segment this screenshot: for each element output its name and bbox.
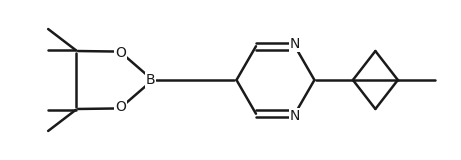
Text: N: N [290,109,300,123]
Text: B: B [146,73,155,87]
Text: N: N [290,37,300,51]
Text: O: O [115,46,126,60]
Text: O: O [115,100,126,114]
